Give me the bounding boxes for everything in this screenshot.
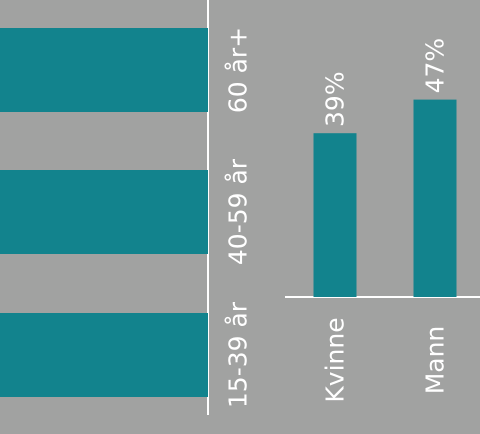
gender-category-label-2: Mann — [421, 326, 450, 395]
age-category-label-2: 40-59 år — [224, 158, 253, 265]
age-bar-3 — [0, 28, 209, 112]
age-bar-1 — [0, 313, 208, 397]
gender-value-label-2: 47% — [421, 38, 450, 94]
age-bar-2 — [0, 170, 208, 254]
age-category-label-1: 15-39 år — [224, 301, 253, 408]
gender-value-label-1: 39% — [321, 71, 350, 127]
age-category-label-3: 60 år+ — [224, 27, 253, 113]
gender-bar-1 — [313, 133, 357, 297]
gender-bar-2 — [413, 99, 457, 297]
gender-category-label-1: Kvinne — [321, 317, 350, 402]
